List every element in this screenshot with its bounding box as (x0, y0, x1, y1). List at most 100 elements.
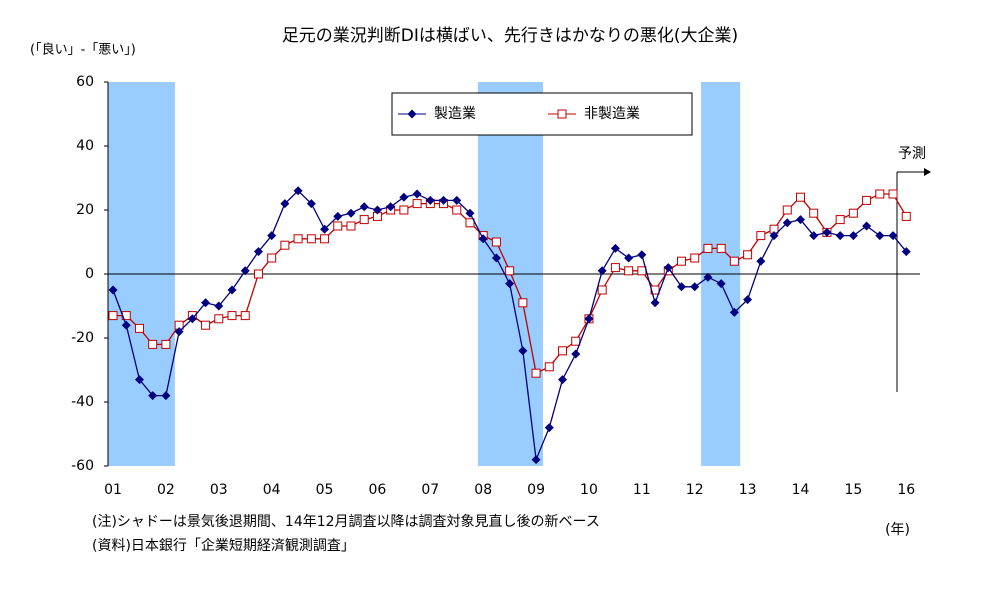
point (240, 311, 250, 321)
point (306, 199, 316, 209)
point (187, 314, 197, 324)
point (901, 211, 911, 221)
point (848, 208, 858, 218)
point (729, 256, 739, 266)
point (584, 314, 594, 324)
point (531, 455, 541, 465)
point (108, 311, 118, 321)
legend-box (391, 92, 693, 136)
point (121, 320, 131, 330)
point (624, 266, 634, 276)
point (835, 231, 845, 241)
y-tick-label: 40 (76, 138, 94, 154)
point (729, 307, 739, 317)
point (306, 234, 316, 244)
point (690, 253, 700, 263)
x-tick-label: 06 (369, 482, 387, 498)
point (134, 375, 144, 385)
point (544, 423, 554, 433)
point (637, 250, 647, 260)
point (518, 298, 528, 308)
point (452, 205, 462, 215)
point (505, 279, 515, 289)
point (346, 208, 356, 218)
point (412, 199, 422, 209)
point (214, 314, 224, 324)
arrow-head (924, 168, 931, 176)
point (795, 215, 805, 225)
point (862, 221, 872, 231)
note: (資料)日本銀行「企業短期経済観測調査」 (92, 537, 355, 554)
point (267, 253, 277, 263)
x-tick-label: 05 (316, 482, 334, 498)
point (650, 298, 660, 308)
x-tick-label: 08 (474, 482, 492, 498)
x-tick-label: 07 (421, 482, 439, 498)
legend-label: 非製造業 (584, 106, 640, 122)
annotation: 予測 (898, 146, 926, 162)
point (333, 211, 343, 221)
point (491, 237, 501, 247)
point (148, 391, 158, 401)
point (624, 253, 634, 263)
legend-label: 製造業 (434, 106, 476, 122)
point (214, 301, 224, 311)
point (399, 192, 409, 202)
point (835, 215, 845, 225)
point (756, 256, 766, 266)
point (452, 195, 462, 205)
point (240, 266, 250, 276)
x-tick-label: 16 (897, 482, 915, 498)
point (253, 269, 263, 279)
point (227, 285, 237, 295)
point (703, 243, 713, 253)
x-tick-label: 03 (210, 482, 228, 498)
point (888, 231, 898, 241)
point (134, 323, 144, 333)
y-tick-label: 60 (76, 74, 94, 90)
point (875, 189, 885, 199)
point (465, 218, 475, 228)
legend-marker (407, 109, 417, 119)
point (637, 266, 647, 276)
point (558, 346, 568, 356)
point (809, 231, 819, 241)
point (888, 189, 898, 199)
x-tick-label: 10 (580, 482, 598, 498)
point (544, 362, 554, 372)
point (108, 285, 118, 295)
y-tick-label: 20 (76, 202, 94, 218)
point (716, 279, 726, 289)
point (359, 215, 369, 225)
point (782, 205, 792, 215)
point (875, 231, 885, 241)
point (478, 234, 488, 244)
point (518, 346, 528, 356)
x-tick-label: 01 (104, 482, 122, 498)
point (359, 202, 369, 212)
note: (注)シャドーは景気後退期間、14年12月調査以降は調査対象見直し後の新ベース (92, 513, 600, 530)
x-tick-label: 11 (633, 482, 651, 498)
point (267, 231, 277, 241)
point (491, 253, 501, 263)
x-tick-label: 13 (739, 482, 757, 498)
point (716, 243, 726, 253)
x-unit: (年) (885, 522, 910, 538)
point (505, 266, 515, 276)
x-tick-label: 12 (686, 482, 704, 498)
y-tick-label: -40 (71, 394, 94, 410)
point (372, 205, 382, 215)
point (293, 186, 303, 196)
legend-marker (557, 109, 567, 119)
point (862, 195, 872, 205)
point (809, 208, 819, 218)
point (253, 247, 263, 257)
point (571, 349, 581, 359)
y-tick-label: 0 (85, 266, 94, 282)
point (280, 199, 290, 209)
point (743, 295, 753, 305)
point (439, 195, 449, 205)
x-tick-label: 04 (263, 482, 281, 498)
point (571, 336, 581, 346)
